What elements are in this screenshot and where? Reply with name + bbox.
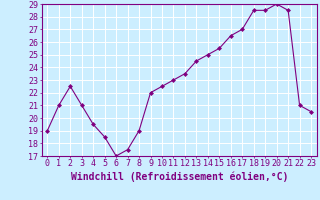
X-axis label: Windchill (Refroidissement éolien,°C): Windchill (Refroidissement éolien,°C) bbox=[70, 171, 288, 182]
